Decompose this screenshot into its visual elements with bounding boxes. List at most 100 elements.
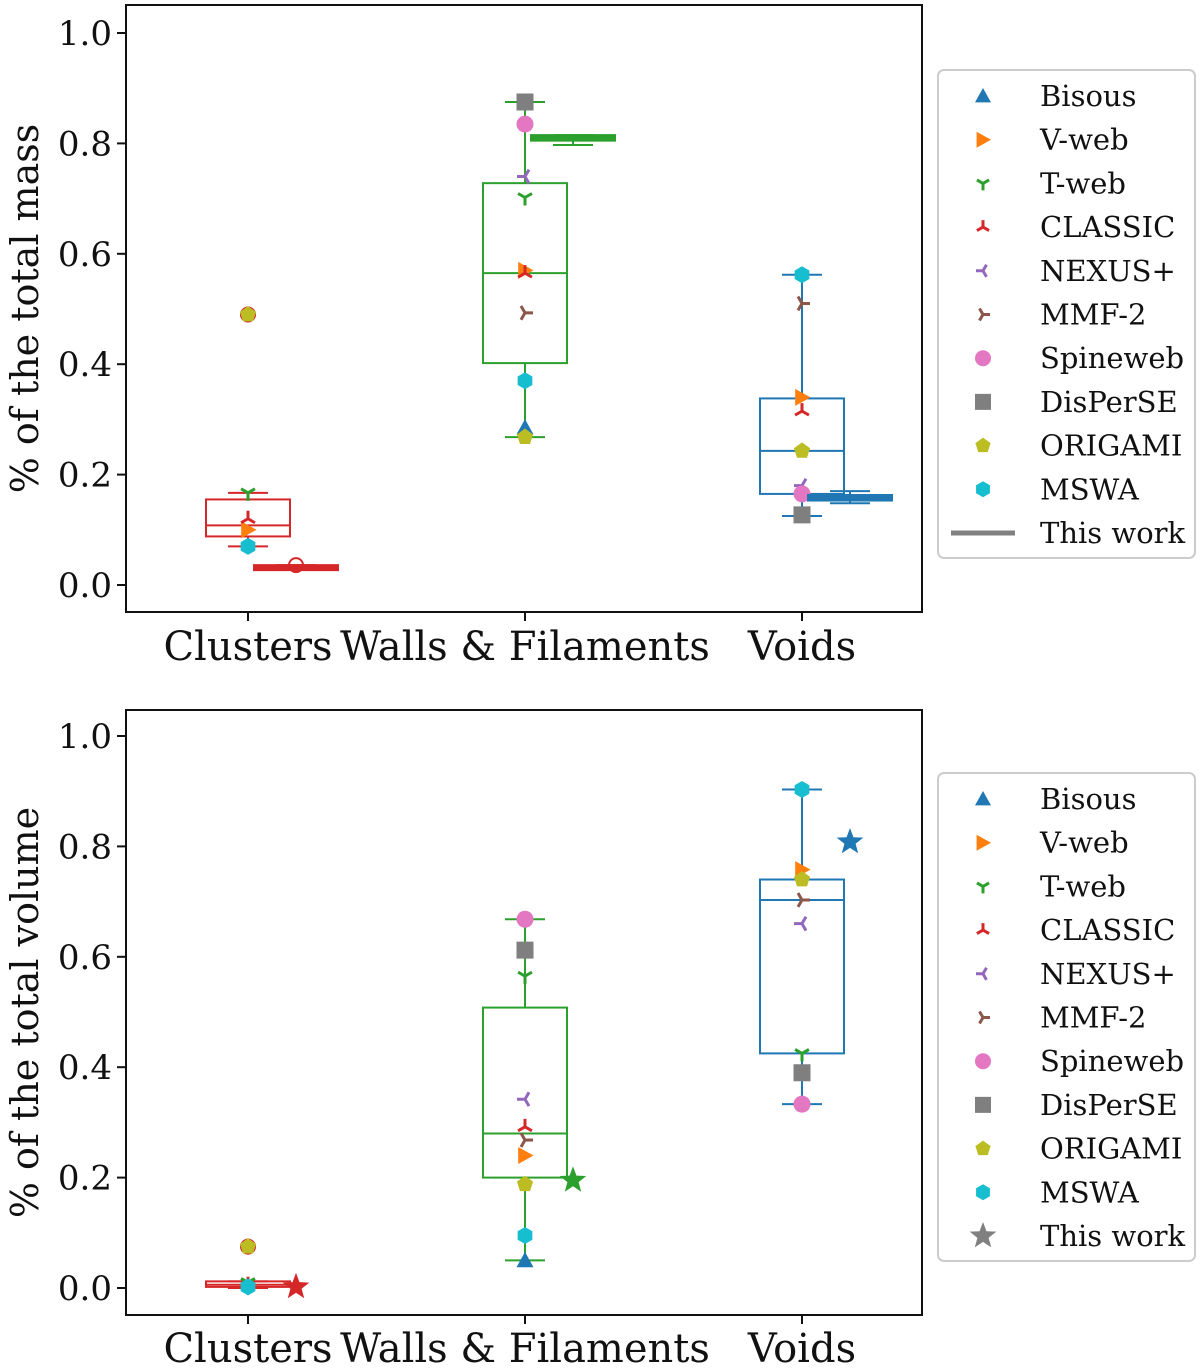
boxplot (205, 306, 291, 548)
point-mswa (794, 266, 810, 284)
legend-label: T-web (1040, 869, 1126, 903)
legend-label: MMF-2 (1040, 1001, 1146, 1035)
point-mmf-2 (796, 295, 810, 312)
point-origami (516, 428, 534, 444)
legend-symbol-disperse (975, 393, 991, 410)
legend-frame (937, 69, 1196, 559)
box (253, 564, 339, 572)
point-origami (793, 442, 811, 458)
y-tick-label: 0.0 (58, 1269, 112, 1309)
point-disperse (516, 941, 534, 959)
boxplot (482, 918, 568, 1262)
legend-label: DisPerSE (1040, 1088, 1178, 1122)
point-mmf-2 (519, 305, 534, 321)
point-disperse (793, 1064, 811, 1082)
legend-symbol-mmf-2 (978, 307, 990, 322)
point-nexus- (517, 168, 531, 185)
legend-symbol-classic (976, 923, 990, 935)
point-t-web (240, 487, 256, 501)
point-disperse (516, 93, 534, 111)
legend-symbol-this-work (969, 1222, 997, 1248)
this-work-star (559, 1166, 587, 1192)
legend-symbol-origami (975, 437, 991, 453)
legend-symbol-mmf-2 (978, 1010, 990, 1025)
legend-label: MSWA (1040, 472, 1140, 506)
point-spineweb (516, 910, 534, 928)
legend-symbol-spineweb (975, 1053, 991, 1070)
legend-label: V-web (1039, 826, 1129, 860)
legend-symbol-mswa (976, 481, 990, 498)
legend-symbol-v-web (976, 131, 991, 148)
this-work-star (282, 1272, 310, 1299)
legend-label: Spineweb (1040, 341, 1184, 375)
point-mswa (794, 781, 810, 799)
legend-symbol-nexus- (976, 966, 988, 981)
point-mswa (517, 372, 533, 390)
x-tick-label: Walls & Filaments (340, 624, 710, 670)
legend-label: ORIGAMI (1040, 1132, 1182, 1166)
point-mswa (240, 537, 256, 555)
outlier (288, 557, 304, 574)
point-spineweb (516, 115, 534, 133)
legend-symbol-v-web (976, 834, 991, 851)
point-origami (239, 306, 257, 322)
legend-symbol-t-web (976, 881, 990, 894)
y-axis-label: % of the total mass (3, 124, 47, 494)
y-tick-label: 0.8 (58, 124, 112, 164)
legend-symbol-bisous (975, 88, 991, 103)
chart-panel-2: 0.0 0.2 0.4 0.6 0.8 1.0 % of the total volume C… (3, 709, 1196, 1368)
y-tick-label: 1.0 (58, 717, 112, 757)
point-t-web (517, 192, 533, 206)
legend-symbol-bisous (975, 791, 991, 806)
legend-label: Spineweb (1040, 1044, 1184, 1078)
legend: Bisous V-web T-web CLASSIC NEXUS+ MMF-2 Spinew… (937, 772, 1196, 1262)
point-spineweb (793, 485, 811, 503)
y-tick-label: 0.8 (58, 827, 112, 867)
point-mswa (517, 1227, 533, 1245)
this-work-box (807, 490, 893, 505)
point-mswa (240, 1278, 256, 1296)
point-mmf-2 (519, 1132, 533, 1148)
legend-symbol-disperse (975, 1096, 991, 1113)
legend-label: MMF-2 (1040, 298, 1146, 332)
box (807, 494, 893, 502)
y-tick-label: 0.4 (58, 345, 112, 385)
point-bisous (516, 419, 534, 435)
x-tick-label: Walls & Filaments (340, 1326, 710, 1368)
chart-panel-1: 0.0 0.2 0.4 0.6 0.8 1.0 % of the total mass Clu… (3, 4, 1196, 670)
point-origami (516, 1175, 534, 1192)
y-tick-label: 0.2 (58, 1159, 112, 1199)
legend-label: Bisous (1040, 782, 1137, 816)
point-t-web (794, 1048, 810, 1062)
point-disperse (793, 506, 811, 524)
legend-label: DisPerSE (1040, 385, 1178, 419)
legend-symbol-mswa (976, 1184, 990, 1201)
legend-label: V-web (1039, 123, 1129, 157)
legend-label: Bisous (1040, 79, 1137, 113)
legend-symbol-spineweb (975, 350, 991, 367)
y-tick-label: 0.6 (58, 235, 112, 275)
legend: Bisous V-web T-web CLASSIC NEXUS+ MMF-2 Spinew… (937, 69, 1196, 559)
this-work-box (253, 557, 339, 574)
legend-symbol-origami (975, 1140, 991, 1156)
point-nexus- (794, 916, 808, 932)
point-classic (794, 403, 810, 417)
legend-label: MSWA (1040, 1175, 1140, 1209)
y-tick-label: 0.2 (58, 456, 112, 496)
point-classic (517, 265, 533, 279)
legend-label: CLASSIC (1040, 913, 1175, 947)
y-tick-label: 0.4 (58, 1048, 112, 1088)
x-tick-label: Voids (747, 1326, 856, 1368)
y-tick-label: 0.6 (58, 938, 112, 978)
this-work-star (836, 827, 864, 854)
legend-label: T-web (1040, 166, 1126, 200)
point-bisous (516, 1251, 534, 1268)
point-nexus- (517, 1091, 531, 1107)
legend-label: This work (1040, 1219, 1186, 1253)
x-tick-label: Clusters (163, 624, 332, 670)
point-classic (517, 1118, 533, 1133)
y-axis-label: % of the total volume (3, 807, 47, 1218)
box (530, 134, 616, 142)
point-origami (793, 871, 811, 887)
